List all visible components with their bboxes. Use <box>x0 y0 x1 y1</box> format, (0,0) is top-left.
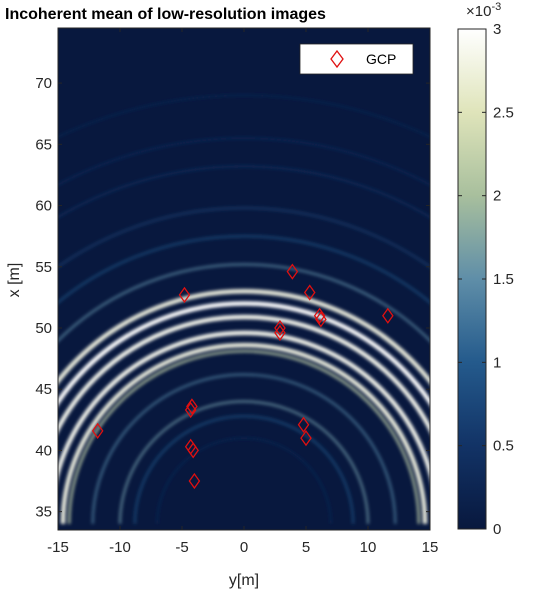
colorbar-gradient <box>457 28 487 530</box>
heatmap-arc <box>58 234 430 305</box>
y-tick-label: 35 <box>35 504 52 521</box>
colorbar-exponent: ×10-3 <box>466 1 501 20</box>
heatmap-arcs <box>58 94 430 524</box>
y-tick-label: 70 <box>35 75 52 92</box>
heatmap-arc <box>58 301 430 407</box>
heatmap-arc <box>60 342 428 524</box>
gcp-point <box>315 311 327 328</box>
heatmap-background <box>58 28 430 530</box>
gcp-point <box>274 324 286 341</box>
gcp-point <box>274 319 286 337</box>
gcp-point <box>186 398 198 415</box>
heatmap-arc <box>58 314 430 434</box>
colorbar-tick-label: 1 <box>493 354 501 371</box>
gcp-point <box>91 422 104 439</box>
x-axis-label: y[m] <box>229 572 259 589</box>
heatmap-arc <box>155 436 333 524</box>
x-tick-label: -10 <box>109 539 131 556</box>
gcp-point <box>187 442 199 459</box>
gcp-point <box>184 401 197 419</box>
heatmap-arc <box>58 263 430 343</box>
x-tick-label: -15 <box>47 539 69 556</box>
colorbar: 0 0.5 1 1.5 2 2.5 3 ×10-3 <box>457 1 514 538</box>
chart-title: Incoherent mean of low-resolution images <box>5 6 326 23</box>
heatmap-arc <box>58 288 430 385</box>
gcp-point <box>178 286 191 304</box>
heatmap-arc <box>58 136 430 187</box>
y-tick-label: 40 <box>35 442 52 459</box>
gcp-point <box>382 307 394 324</box>
colorbar-tick-label: 0 <box>493 521 501 538</box>
x-axis: -15 -10 -5 0 5 10 15 <box>47 28 438 556</box>
heatmap-arc <box>58 330 430 481</box>
plot-area: -15 -10 -5 0 5 10 15 35 40 45 50 55 60 65 70 <box>35 27 438 556</box>
gcp-point <box>188 472 201 490</box>
legend-marker <box>330 49 344 69</box>
y-axis-label: x [m] <box>6 263 23 298</box>
heatmap-arc <box>58 94 430 139</box>
gcp-point <box>297 416 310 433</box>
y-tick-label: 60 <box>35 198 52 215</box>
gcp-point <box>303 284 316 301</box>
x-tick-label: 0 <box>240 539 248 556</box>
x-tick-label: 5 <box>302 539 310 556</box>
heatmap-arc <box>118 400 370 524</box>
heatmap-arc <box>133 414 355 524</box>
heatmap-arc <box>67 349 421 524</box>
heatmap-arc <box>58 165 430 219</box>
legend-entry-gcp: GCP <box>366 51 396 67</box>
y-tick-label: 65 <box>35 136 52 153</box>
heatmap-arc <box>58 206 430 269</box>
y-tick-label: 45 <box>35 381 52 398</box>
colorbar-tick-label: 2 <box>493 188 501 205</box>
gcp-markers <box>91 263 394 490</box>
x-tick-label: 15 <box>422 539 439 556</box>
y-tick-label: 55 <box>35 259 52 276</box>
heatmap-arc <box>91 373 397 524</box>
colorbar-tick-label: 3 <box>493 21 501 38</box>
y-axis: 35 40 45 50 55 60 65 70 <box>35 75 430 521</box>
gcp-point <box>300 430 312 447</box>
x-tick-label: 10 <box>360 539 377 556</box>
gcp-point <box>286 263 299 280</box>
colorbar-tick-label: 2.5 <box>493 104 514 121</box>
colorbar-tick-label: 0.5 <box>493 438 514 455</box>
legend: GCP <box>299 43 414 75</box>
gcp-point <box>313 307 326 324</box>
colorbar-tick-label: 1.5 <box>493 271 514 288</box>
colorbar-ticks: 0 0.5 1 1.5 2 2.5 3 <box>458 21 514 538</box>
legend-box <box>299 43 414 75</box>
x-tick-label: -5 <box>175 539 188 556</box>
y-tick-label: 50 <box>35 320 52 337</box>
